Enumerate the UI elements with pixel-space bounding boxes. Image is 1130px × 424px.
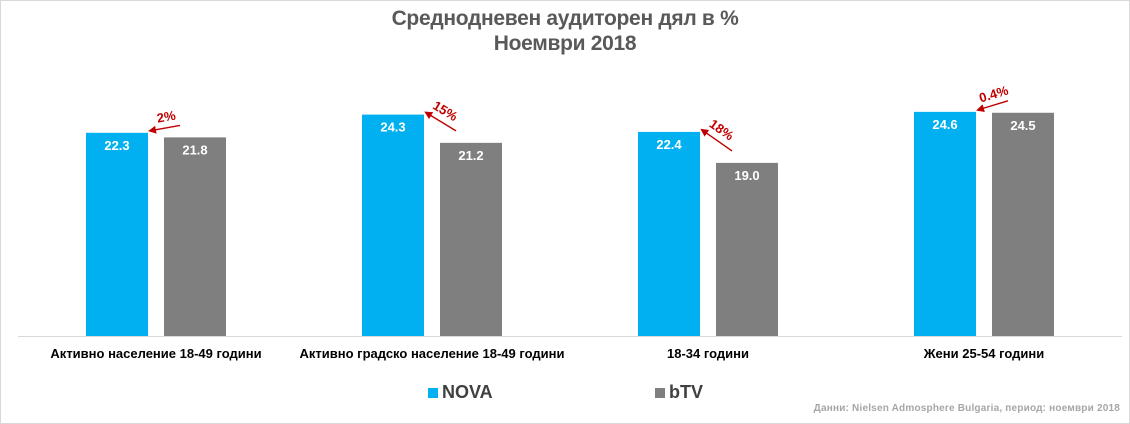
plot-area: 22.3 21.8 2% Активно население 18-49 години… bbox=[18, 82, 1122, 361]
bar-nova-3 bbox=[914, 111, 976, 336]
difference-arrow-3 bbox=[976, 100, 1009, 112]
category-label-2: 18-34 години bbox=[667, 346, 749, 361]
bar-btv-3 bbox=[992, 112, 1054, 337]
bar-value-label-nova-2: 22.4 bbox=[656, 137, 682, 152]
legend-label-nova: NOVA bbox=[442, 382, 493, 402]
legend-swatch-btv bbox=[655, 387, 665, 398]
bar-value-label-nova-0: 22.3 bbox=[104, 138, 129, 153]
chart-title-line2: Ноември 2018 bbox=[493, 32, 637, 55]
bar-value-label-nova-3: 24.6 bbox=[932, 117, 957, 132]
category-label-1: Активно градско население 18-49 години bbox=[300, 346, 565, 361]
difference-label-0: 2% bbox=[156, 108, 178, 126]
legend-label-btv: bTV bbox=[669, 382, 703, 402]
chart-title: Среднодневен аудиторен дял в % Ноември 2… bbox=[0, 6, 1130, 56]
difference-arrow-1 bbox=[424, 111, 457, 132]
difference-label-1: 15% bbox=[430, 98, 460, 125]
legend: NOVA bTV bbox=[0, 382, 1130, 406]
difference-label-2: 18% bbox=[707, 116, 737, 143]
bar-nova-0 bbox=[86, 132, 148, 336]
difference-arrow-2 bbox=[700, 128, 733, 152]
bar-value-label-btv-1: 21.2 bbox=[458, 148, 483, 163]
legend-item-nova: NOVA bbox=[428, 382, 493, 403]
bar-btv-0 bbox=[164, 137, 226, 336]
bar-value-label-btv-3: 24.5 bbox=[1010, 118, 1035, 133]
bar-nova-2 bbox=[638, 131, 700, 336]
chart-title-line1: Среднодневен аудиторен дял в % bbox=[391, 7, 739, 30]
category-label-3: Жени 25-54 години bbox=[923, 346, 1044, 361]
bar-value-label-btv-0: 21.8 bbox=[182, 142, 207, 157]
category-label-0: Активно население 18-49 години bbox=[50, 346, 261, 361]
legend-item-btv: bTV bbox=[655, 382, 703, 403]
bar-nova-1 bbox=[362, 114, 424, 336]
data-source-note: Данни: Nielsen Admosphere Bulgaria, пери… bbox=[813, 403, 1120, 414]
bar-btv-2 bbox=[716, 162, 778, 336]
bar-value-label-nova-1: 24.3 bbox=[380, 120, 405, 135]
bar-value-label-btv-2: 19.0 bbox=[734, 168, 759, 183]
legend-swatch-nova bbox=[428, 387, 438, 398]
bar-btv-1 bbox=[440, 142, 502, 336]
difference-arrow-0 bbox=[148, 124, 181, 134]
